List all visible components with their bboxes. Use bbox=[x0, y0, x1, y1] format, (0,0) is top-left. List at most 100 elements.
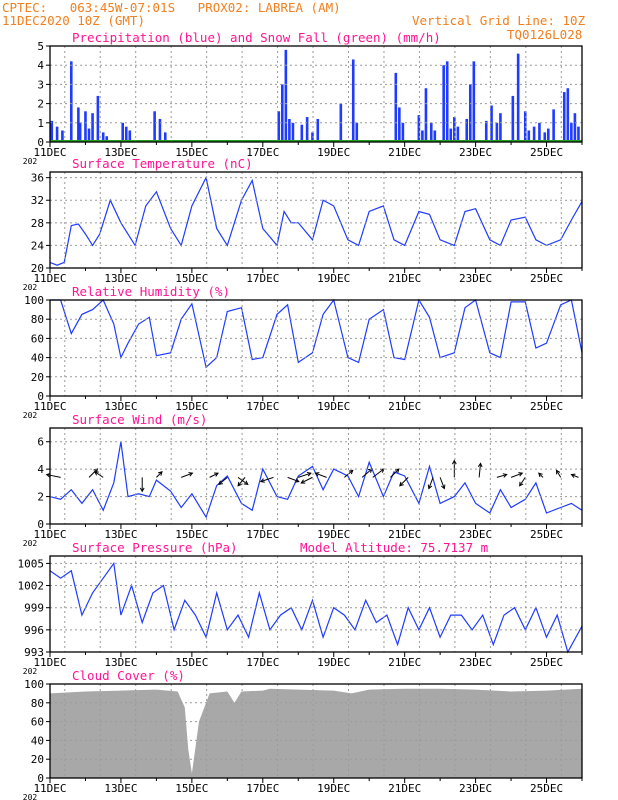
x-tick-label: 19DEC bbox=[317, 528, 350, 541]
year-stub-label: 202 bbox=[23, 283, 38, 292]
x-tick-label: 15DEC bbox=[175, 146, 208, 159]
precip-bar bbox=[84, 111, 87, 142]
precip-bar bbox=[421, 130, 424, 142]
precip-bar bbox=[527, 130, 531, 142]
x-tick-label: 13DEC bbox=[104, 656, 137, 669]
y-tick-label: 1 bbox=[37, 117, 44, 130]
precip-bar bbox=[355, 122, 359, 142]
x-tick-label: 17DEC bbox=[246, 400, 279, 413]
header-model-code: TQ0126L028 bbox=[507, 27, 583, 42]
precip-bar bbox=[417, 115, 421, 142]
precip-bar bbox=[288, 118, 291, 142]
x-tick-label: 13DEC bbox=[104, 400, 137, 413]
panel-title-3: Surface Wind (m/s) bbox=[72, 412, 207, 427]
wind-arrowhead bbox=[237, 481, 242, 487]
precip-bar bbox=[77, 107, 80, 142]
panel-title-4: Surface Pressure (hPa) bbox=[72, 540, 238, 555]
wind-arrowhead bbox=[427, 484, 433, 490]
precip-bar bbox=[570, 122, 573, 142]
y-tick-label: 60 bbox=[31, 332, 44, 345]
x-tick-label: 17DEC bbox=[246, 272, 279, 285]
precip-bar bbox=[552, 109, 555, 142]
x-tick-label: 11DEC bbox=[33, 400, 66, 413]
wind-arrow bbox=[209, 472, 219, 478]
wind-arrowhead bbox=[306, 471, 312, 477]
wind-arrow bbox=[218, 476, 228, 485]
y-tick-label: 28 bbox=[31, 217, 44, 230]
year-stub-label: 202 bbox=[23, 539, 38, 548]
wind-arrowhead bbox=[45, 472, 51, 478]
precip-bar bbox=[105, 136, 109, 142]
y-tick-label: 100 bbox=[24, 678, 44, 691]
precip-bar bbox=[305, 117, 309, 142]
precip-bar bbox=[465, 118, 469, 142]
x-tick-label: 19DEC bbox=[317, 782, 350, 795]
wind-arrowhead bbox=[570, 473, 576, 478]
wind-arrow bbox=[237, 477, 246, 487]
y-tick-label: 2 bbox=[37, 98, 44, 111]
x-tick-label: 21DEC bbox=[388, 400, 421, 413]
wind-arrowhead bbox=[451, 459, 457, 465]
x-tick-label: 15DEC bbox=[175, 782, 208, 795]
x-tick-label: 23DEC bbox=[459, 272, 492, 285]
panel-frame-4 bbox=[49, 555, 583, 653]
precip-bar bbox=[516, 53, 520, 142]
x-tick-label: 25DEC bbox=[530, 400, 563, 413]
wind-arrow bbox=[88, 468, 98, 478]
precip-bar bbox=[547, 128, 550, 142]
y-tick-label: 40 bbox=[31, 352, 44, 365]
y-tick-label: 0 bbox=[37, 136, 44, 149]
wind-arrowhead bbox=[502, 473, 508, 478]
wind-arrowhead bbox=[477, 462, 483, 468]
wind-arrow bbox=[428, 477, 434, 489]
precip-bar bbox=[311, 132, 314, 142]
y-tick-label: 32 bbox=[31, 194, 44, 207]
year-stub-label: 202 bbox=[23, 793, 38, 800]
x-tick-label: 13DEC bbox=[104, 782, 137, 795]
y-tick-label: 0 bbox=[37, 390, 44, 403]
x-tick-label: 11DEC bbox=[33, 146, 66, 159]
x-tick-label: 17DEC bbox=[246, 782, 279, 795]
y-tick-label: 6 bbox=[37, 436, 44, 449]
x-tick-label: 23DEC bbox=[459, 146, 492, 159]
precip-bar bbox=[398, 107, 401, 142]
wind-arrow bbox=[439, 477, 445, 489]
wind-arrowhead bbox=[538, 472, 543, 478]
wind-arrowhead bbox=[294, 478, 300, 483]
x-tick-label: 23DEC bbox=[459, 400, 492, 413]
panel-frame-2 bbox=[49, 299, 583, 397]
precip-bar bbox=[566, 88, 570, 142]
x-tick-label: 13DEC bbox=[104, 528, 137, 541]
wind-arrow bbox=[156, 471, 163, 478]
y-tick-label: 0 bbox=[37, 518, 44, 531]
wind-arrow bbox=[181, 472, 193, 478]
precip-bar bbox=[316, 118, 320, 142]
x-tick-label: 21DEC bbox=[388, 782, 421, 795]
x-tick-label: 15DEC bbox=[175, 400, 208, 413]
precip-bar bbox=[511, 95, 515, 142]
precip-bar bbox=[101, 132, 105, 142]
wind-arrowhead bbox=[518, 472, 524, 477]
precip-bar bbox=[153, 111, 156, 142]
y-tick-label: 60 bbox=[31, 716, 44, 729]
wind-arrowhead bbox=[259, 478, 265, 483]
precip-bar bbox=[456, 126, 460, 142]
precip-bar bbox=[449, 128, 453, 142]
wind-arrowhead bbox=[158, 471, 163, 476]
precip-bar bbox=[61, 130, 64, 142]
year-stub-label: 202 bbox=[23, 157, 38, 166]
x-tick-label: 25DEC bbox=[530, 528, 563, 541]
precip-bar bbox=[78, 122, 82, 142]
x-tick-label: 15DEC bbox=[175, 272, 208, 285]
precip-bar bbox=[424, 88, 428, 142]
x-tick-label: 23DEC bbox=[459, 656, 492, 669]
panel-frame-1 bbox=[49, 171, 583, 269]
series-line-4 bbox=[49, 561, 583, 654]
precip-bar bbox=[96, 95, 100, 142]
precip-bar bbox=[577, 126, 580, 142]
y-tick-label: 3 bbox=[37, 78, 44, 91]
x-tick-label: 21DEC bbox=[388, 528, 421, 541]
year-stub-label: 202 bbox=[23, 411, 38, 420]
precip-bar bbox=[453, 117, 456, 142]
